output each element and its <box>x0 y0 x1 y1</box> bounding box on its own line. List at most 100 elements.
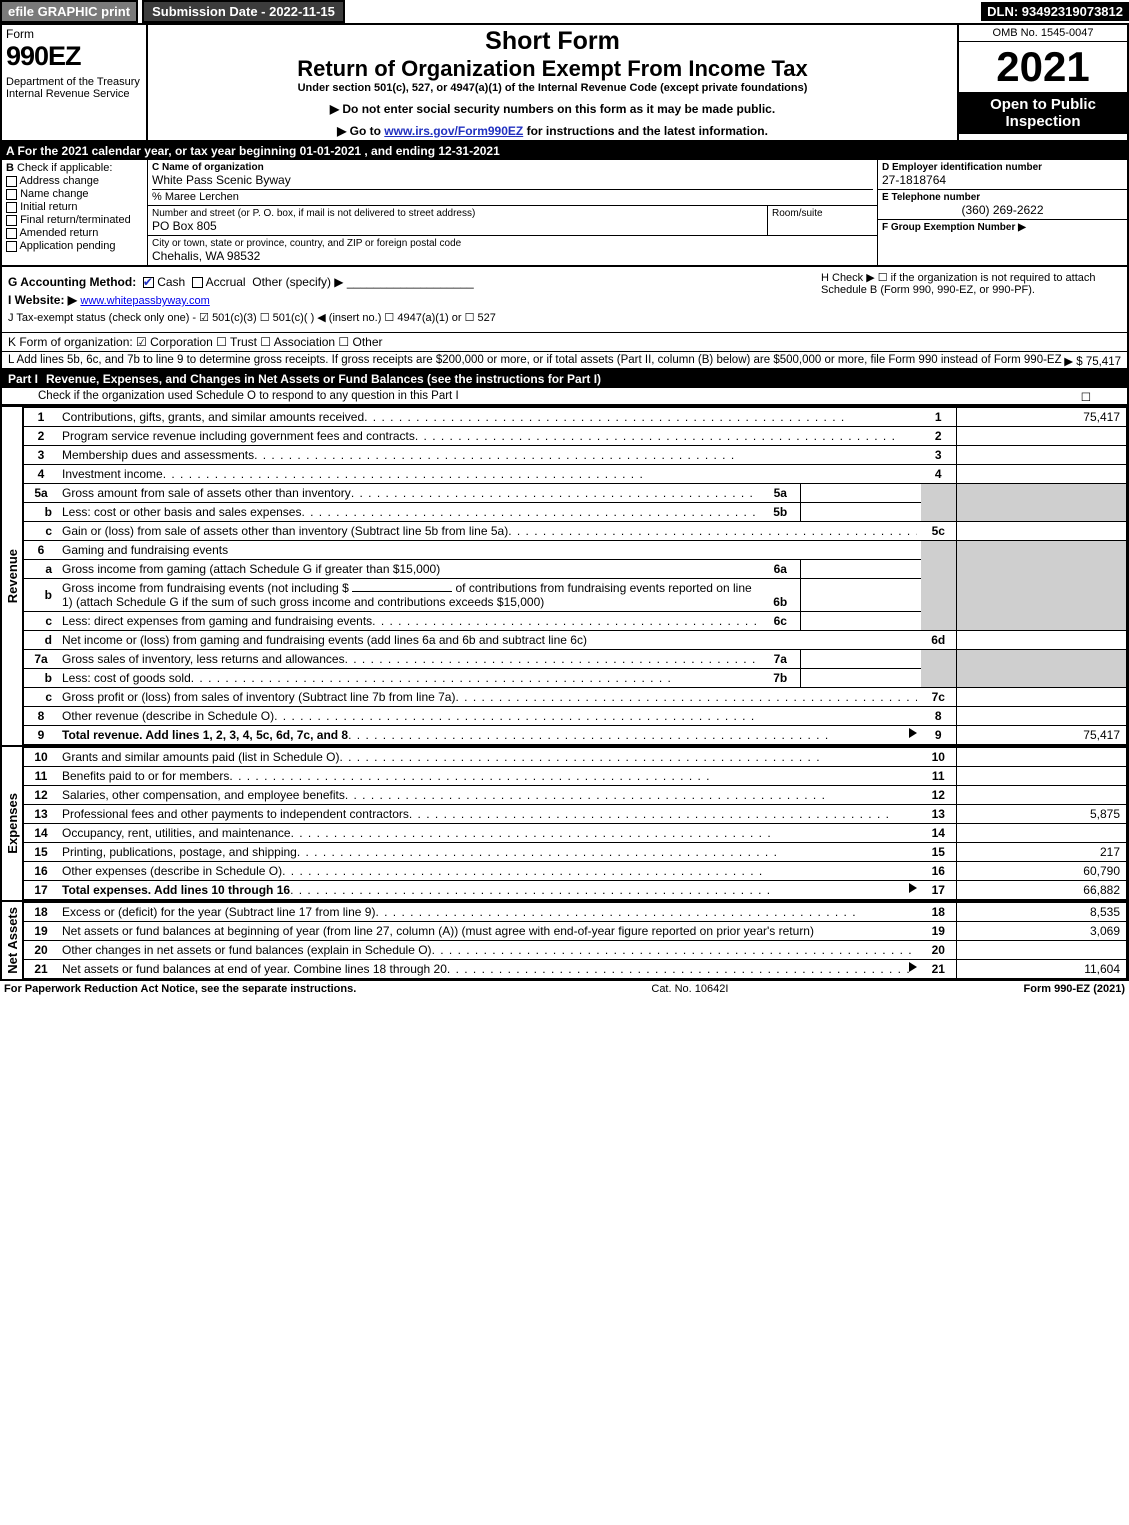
l8-no: 8 <box>921 707 957 726</box>
l3-val <box>957 446 1127 465</box>
ln-6c: c <box>24 612 58 631</box>
submission-date-button[interactable]: Submission Date - 2022-11-15 <box>142 0 345 23</box>
l6b-desc1: Gross income from fundraising events (no… <box>62 581 349 595</box>
l19-desc: Net assets or fund balances at beginning… <box>62 924 814 938</box>
chk-initial-return[interactable]: Initial return <box>6 201 143 213</box>
header-mid: Short Form Return of Organization Exempt… <box>148 25 957 140</box>
l1-desc: Contributions, gifts, grants, and simila… <box>62 410 364 424</box>
l15-desc: Printing, publications, postage, and shi… <box>62 845 297 859</box>
l11-val <box>957 767 1127 786</box>
l4-desc: Investment income <box>62 467 163 481</box>
revenue-section: Revenue 1 Contributions, gifts, grants, a… <box>2 405 1127 745</box>
header-left: Form 990EZ Department of the Treasury In… <box>2 25 148 140</box>
goto-post: for instructions and the latest informat… <box>523 124 768 138</box>
addr-label: Number and street (or P. O. box, if mail… <box>152 208 763 219</box>
l11-desc: Benefits paid to or for members <box>62 769 229 783</box>
ln-3: 3 <box>24 446 58 465</box>
l4-no: 4 <box>921 465 957 484</box>
g-label: G Accounting Method: <box>8 275 136 289</box>
city-value: Chehalis, WA 98532 <box>152 249 873 263</box>
l-text: L Add lines 5b, 6c, and 7b to line 9 to … <box>8 354 1062 366</box>
l1-val: 75,417 <box>957 408 1127 427</box>
ln-18: 18 <box>24 903 58 922</box>
l3-no: 3 <box>921 446 957 465</box>
l13-val: 5,875 <box>957 805 1127 824</box>
l6a-ml: 6a <box>761 560 801 578</box>
goto-pre: ▶ Go to <box>337 124 384 138</box>
chk-address-change[interactable]: Address change <box>6 175 143 187</box>
form-word: Form <box>6 27 142 41</box>
l16-no: 16 <box>921 862 957 881</box>
ln-1: 1 <box>24 408 58 427</box>
open-to-public: Open to Public Inspection <box>959 92 1127 134</box>
ln-8: 8 <box>24 707 58 726</box>
chk-address-change-label: Address change <box>19 175 99 187</box>
l18-val: 8,535 <box>957 903 1127 922</box>
part-i-sub: Check if the organization used Schedule … <box>2 388 1127 405</box>
ln-4: 4 <box>24 465 58 484</box>
l6b-ml: 6b <box>761 579 801 611</box>
l14-no: 14 <box>921 824 957 843</box>
revenue-table: 1 Contributions, gifts, grants, and simil… <box>24 407 1127 745</box>
tel-value: (360) 269-2622 <box>882 203 1123 217</box>
l5a-desc: Gross amount from sale of assets other t… <box>62 486 351 500</box>
short-form-title: Short Form <box>152 27 953 56</box>
chk-final-return[interactable]: Final return/terminated <box>6 214 143 226</box>
dept-label: Department of the Treasury Internal Reve… <box>6 76 142 100</box>
chk-amended-return[interactable]: Amended return <box>6 227 143 239</box>
revenue-vlabel: Revenue <box>5 549 20 603</box>
tax-year: 2021 <box>959 42 1127 92</box>
row-a-tax-year: A For the 2021 calendar year, or tax yea… <box>2 142 1127 160</box>
b-check-if: Check if applicable: <box>17 162 112 174</box>
chk-accrual[interactable] <box>192 277 203 288</box>
l17-val: 66,882 <box>957 881 1127 900</box>
chk-application-pending[interactable]: Application pending <box>6 240 143 252</box>
l14-desc: Occupancy, rent, utilities, and maintena… <box>62 826 291 840</box>
section-bcdef: B Check if applicable: Address change Na… <box>2 160 1127 267</box>
ln-9: 9 <box>24 726 58 745</box>
footer-right: Form 990-EZ (2021) <box>1024 983 1125 995</box>
l9-val: 75,417 <box>957 726 1127 745</box>
ln-12: 12 <box>24 786 58 805</box>
l7c-val <box>957 688 1127 707</box>
chk-amended-return-label: Amended return <box>19 227 98 239</box>
ln-2: 2 <box>24 427 58 446</box>
ln-7c: c <box>24 688 58 707</box>
header-row: Form 990EZ Department of the Treasury In… <box>2 25 1127 142</box>
ln-5b: b <box>24 503 58 522</box>
l13-no: 13 <box>921 805 957 824</box>
part-i-checkbox[interactable]: ☐ <box>1081 390 1091 404</box>
l6d-val <box>957 631 1127 650</box>
l10-desc: Grants and similar amounts paid (list in… <box>62 750 339 764</box>
ein-value: 27-1818764 <box>882 173 1123 187</box>
l12-no: 12 <box>921 786 957 805</box>
return-title: Return of Organization Exempt From Incom… <box>152 56 953 82</box>
l6d-desc: Net income or (loss) from gaming and fun… <box>62 633 587 647</box>
website-link[interactable]: www.whitepassbyway.com <box>80 295 209 307</box>
ln-21: 21 <box>24 960 58 979</box>
g-cash: Cash <box>157 275 185 289</box>
ein-label: D Employer identification number <box>882 162 1123 173</box>
efile-print-button[interactable]: efile GRAPHIC print <box>0 0 138 23</box>
c-name-label: C Name of organization <box>152 162 873 173</box>
ln-5c: c <box>24 522 58 541</box>
l5a-ml: 5a <box>761 484 801 502</box>
l6-val-grey <box>957 541 1127 631</box>
chk-cash[interactable] <box>143 277 154 288</box>
l7b-desc: Less: cost of goods sold <box>62 671 191 685</box>
irs-link[interactable]: www.irs.gov/Form990EZ <box>384 124 523 138</box>
l13-desc: Professional fees and other payments to … <box>62 807 409 821</box>
l2-no: 2 <box>921 427 957 446</box>
l10-val <box>957 748 1127 767</box>
l5a-mv <box>801 484 921 502</box>
row-h: H Check ▶ ☐ if the organization is not r… <box>821 271 1121 296</box>
city-label: City or town, state or province, country… <box>152 238 873 249</box>
l14-val <box>957 824 1127 843</box>
tel-label: E Telephone number <box>882 192 1123 203</box>
l21-val: 11,604 <box>957 960 1127 979</box>
l19-val: 3,069 <box>957 922 1127 941</box>
col-c: C Name of organization White Pass Scenic… <box>148 160 877 265</box>
ln-6b: b <box>24 579 58 612</box>
chk-name-change[interactable]: Name change <box>6 188 143 200</box>
row-k: K Form of organization: ☑ Corporation ☐ … <box>2 333 1127 352</box>
